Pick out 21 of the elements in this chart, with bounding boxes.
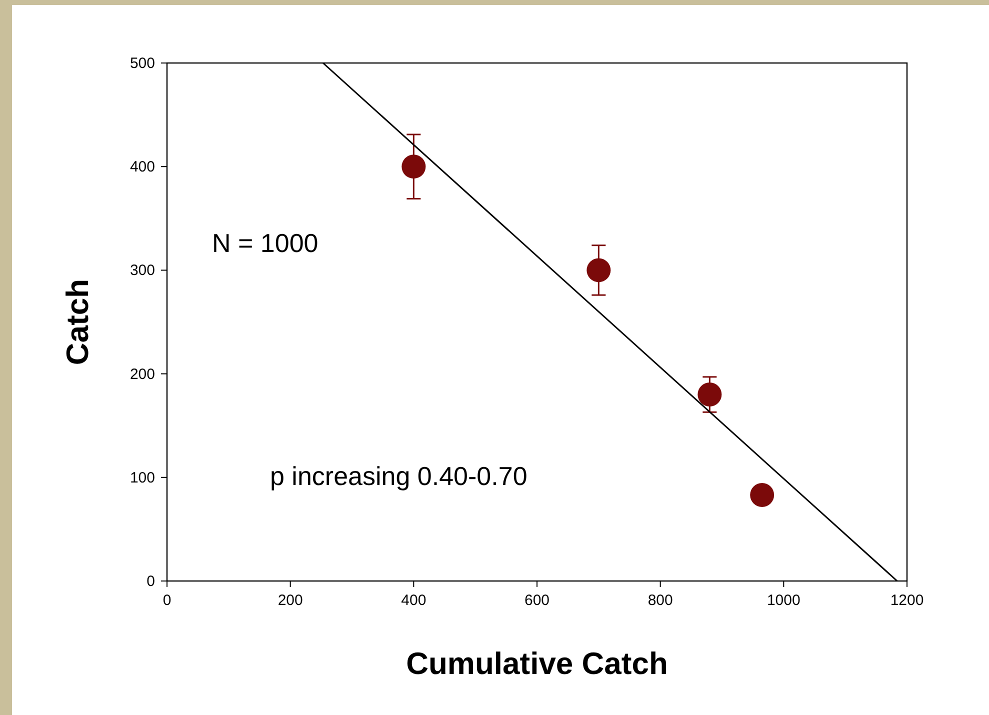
y-tick-label: 300 (130, 262, 155, 280)
y-tick-label: 500 (130, 55, 155, 72)
x-tick-label: 200 (278, 592, 303, 609)
point (750, 483, 774, 508)
y-axis-title: Catch (60, 278, 95, 366)
x-tick-label: 1200 (890, 592, 924, 609)
x-axis-title: Cumulative Catch (406, 646, 668, 681)
point (402, 154, 426, 179)
x-tick-label: 1000 (766, 592, 800, 609)
x-tick-label: 0 (162, 592, 172, 609)
point (698, 382, 722, 407)
y-tick-label: 200 (130, 366, 155, 383)
point (586, 258, 611, 282)
annotation: N = 1000 (212, 228, 318, 258)
y-tick-label: 100 (130, 469, 155, 486)
y-tick-label: 400 (130, 158, 155, 176)
x-tick-label: 600 (524, 592, 550, 609)
x-tick-label: 400 (401, 592, 426, 609)
x-tick-label: 800 (648, 592, 673, 609)
annotation: p increasing 0.40-0.70 (270, 461, 528, 491)
y-tick-label: 0 (146, 573, 155, 590)
